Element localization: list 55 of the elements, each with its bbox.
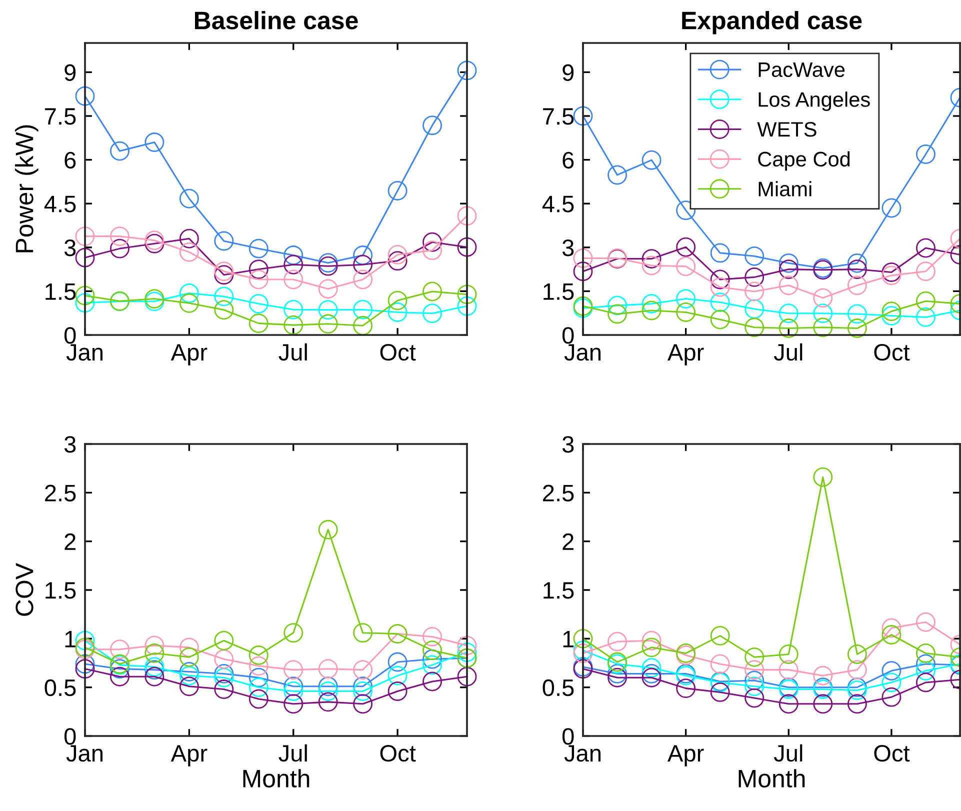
x-axis-title: Month: [243, 769, 310, 788]
x-tick-label: Jan: [564, 745, 601, 762]
y-tick-label: 9: [64, 64, 76, 81]
y-axis-title: COV: [16, 563, 34, 616]
x-tick-label: Apr: [170, 344, 208, 366]
legend-label: Cape Cod: [758, 151, 850, 171]
y-tick-label: 4.5: [44, 196, 76, 212]
y-tick-label: 0.5: [44, 679, 76, 696]
x-tick-label: Apr: [170, 745, 208, 766]
x-tick-label: Oct: [874, 344, 910, 361]
x-tick-label: Jan: [66, 745, 103, 762]
y-tick-label: 4.5: [542, 196, 574, 212]
y-tick-label: 7.5: [45, 108, 76, 125]
chart-title: Baseline case: [194, 10, 358, 30]
y-tick-label: 2.5: [543, 484, 574, 502]
y-tick-label: 0.5: [542, 679, 574, 696]
x-tick-label: Apr: [667, 745, 704, 766]
x-tick-label: Apr: [667, 344, 704, 366]
y-tick-label: 1.5: [46, 284, 76, 300]
y-tick-label: 0: [64, 327, 76, 344]
y-tick-label: 1.5: [544, 284, 574, 300]
x-tick-label: Jul: [278, 343, 307, 361]
y-tick-label: 2: [562, 533, 574, 550]
x-tick-label: Oct: [874, 744, 910, 762]
legend-label: Los Angeles: [758, 92, 870, 112]
legend-label: Miami: [758, 181, 812, 196]
x-tick-label: Jul: [278, 744, 307, 762]
y-axis-title: Power (kW): [14, 125, 38, 252]
legend-label: PacWave: [758, 62, 845, 78]
y-tick-label: 2: [64, 533, 76, 550]
y-tick-label: 9: [562, 64, 574, 81]
y-tick-label: 3: [562, 436, 574, 453]
y-tick-label: 1: [65, 630, 76, 648]
x-tick-label: Jul: [774, 744, 802, 762]
x-tick-label: Jan: [564, 344, 601, 361]
legend-label: WETS: [757, 122, 816, 137]
y-tick-label: 1.5: [46, 582, 76, 599]
x-tick-label: Oct: [380, 344, 416, 361]
y-tick-label: 0: [562, 728, 574, 745]
x-axis-title: Month: [738, 769, 805, 788]
y-tick-label: 6: [64, 152, 76, 169]
y-tick-label: 7.5: [543, 108, 574, 125]
y-tick-label: 6: [562, 152, 574, 169]
y-tick-label: 0: [562, 327, 574, 344]
x-tick-label: Jul: [774, 343, 802, 361]
y-tick-label: 1.5: [544, 582, 574, 599]
y-tick-label: 2.5: [45, 484, 76, 502]
y-tick-label: 3: [64, 239, 76, 256]
y-tick-label: 3: [64, 436, 76, 453]
x-tick-label: Oct: [380, 744, 416, 762]
y-tick-label: 3: [562, 239, 574, 256]
y-tick-label: 0: [64, 728, 76, 745]
y-tick-label: 1: [563, 630, 574, 648]
chart-title: Expanded case: [682, 10, 862, 34]
x-tick-label: Jan: [66, 344, 103, 361]
